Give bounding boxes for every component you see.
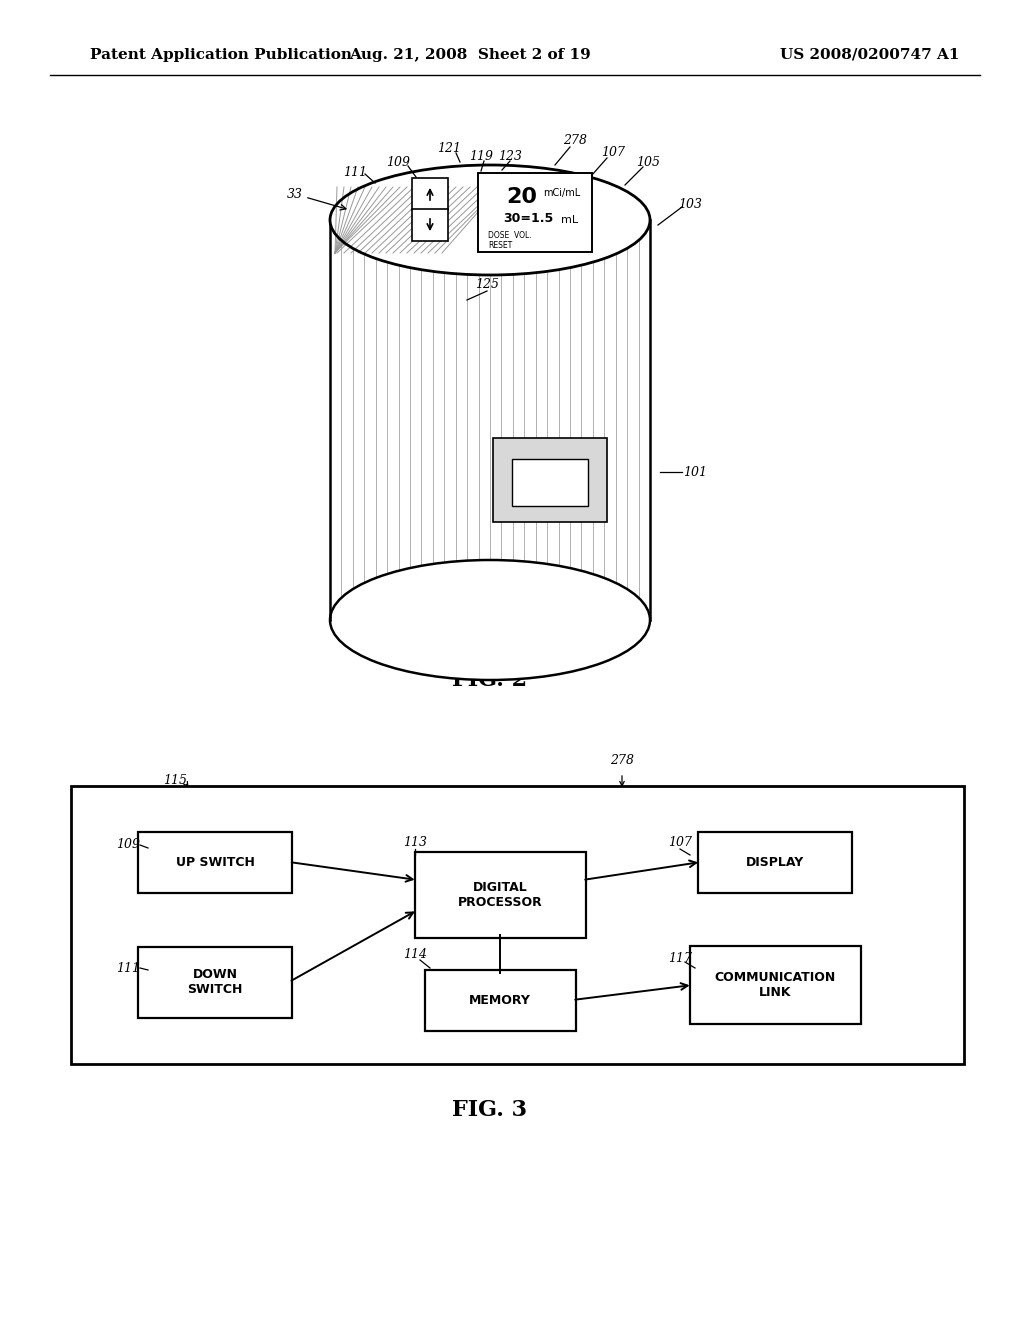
Ellipse shape bbox=[330, 165, 650, 275]
Text: FIG. 2: FIG. 2 bbox=[453, 669, 527, 690]
Text: 114: 114 bbox=[403, 949, 427, 961]
Text: Aug. 21, 2008  Sheet 2 of 19: Aug. 21, 2008 Sheet 2 of 19 bbox=[349, 48, 591, 62]
Text: 121: 121 bbox=[437, 141, 461, 154]
Text: COMMUNICATION
LINK: COMMUNICATION LINK bbox=[715, 972, 836, 999]
Text: 111: 111 bbox=[116, 961, 140, 974]
Text: 107: 107 bbox=[601, 145, 625, 158]
FancyBboxPatch shape bbox=[138, 946, 292, 1018]
Text: RESET: RESET bbox=[488, 240, 512, 249]
Text: DIGITAL
PROCESSOR: DIGITAL PROCESSOR bbox=[458, 880, 543, 909]
Text: UP SWITCH: UP SWITCH bbox=[175, 855, 254, 869]
FancyBboxPatch shape bbox=[415, 851, 586, 939]
FancyBboxPatch shape bbox=[689, 946, 860, 1024]
Text: 33: 33 bbox=[287, 189, 303, 202]
Text: 278: 278 bbox=[610, 754, 634, 767]
Text: mL: mL bbox=[561, 215, 579, 224]
Text: US 2008/0200747 A1: US 2008/0200747 A1 bbox=[780, 48, 961, 62]
Text: 115: 115 bbox=[163, 774, 187, 787]
FancyBboxPatch shape bbox=[71, 785, 964, 1064]
Polygon shape bbox=[330, 220, 650, 620]
Text: 103: 103 bbox=[678, 198, 702, 211]
FancyBboxPatch shape bbox=[425, 969, 575, 1031]
Text: 113: 113 bbox=[403, 836, 427, 849]
Text: 109: 109 bbox=[116, 838, 140, 851]
Text: 125: 125 bbox=[475, 279, 499, 292]
FancyBboxPatch shape bbox=[412, 209, 449, 242]
Text: Patent Application Publication: Patent Application Publication bbox=[90, 48, 352, 62]
Text: DOSE  VOL.: DOSE VOL. bbox=[488, 231, 531, 239]
Text: FIG. 3: FIG. 3 bbox=[453, 1100, 527, 1121]
FancyBboxPatch shape bbox=[698, 832, 852, 892]
Ellipse shape bbox=[330, 560, 650, 680]
Text: 30=1.5: 30=1.5 bbox=[503, 213, 553, 226]
Text: 107: 107 bbox=[668, 836, 692, 849]
Text: 111: 111 bbox=[343, 165, 367, 178]
FancyBboxPatch shape bbox=[478, 173, 592, 252]
Text: mCi/mL: mCi/mL bbox=[544, 187, 581, 198]
Text: 109: 109 bbox=[386, 157, 410, 169]
Text: 117: 117 bbox=[668, 952, 692, 965]
Text: 101: 101 bbox=[683, 466, 707, 479]
Text: 278: 278 bbox=[563, 135, 587, 148]
Text: MEMORY: MEMORY bbox=[469, 994, 530, 1006]
Text: 20: 20 bbox=[507, 187, 538, 207]
FancyBboxPatch shape bbox=[138, 832, 292, 892]
Text: 105: 105 bbox=[636, 157, 660, 169]
FancyBboxPatch shape bbox=[512, 459, 588, 506]
Text: 119: 119 bbox=[469, 149, 493, 162]
Text: DISPLAY: DISPLAY bbox=[745, 855, 804, 869]
Text: 123: 123 bbox=[498, 149, 522, 162]
FancyBboxPatch shape bbox=[412, 178, 449, 210]
FancyBboxPatch shape bbox=[493, 438, 607, 521]
Text: DOWN
SWITCH: DOWN SWITCH bbox=[187, 968, 243, 997]
